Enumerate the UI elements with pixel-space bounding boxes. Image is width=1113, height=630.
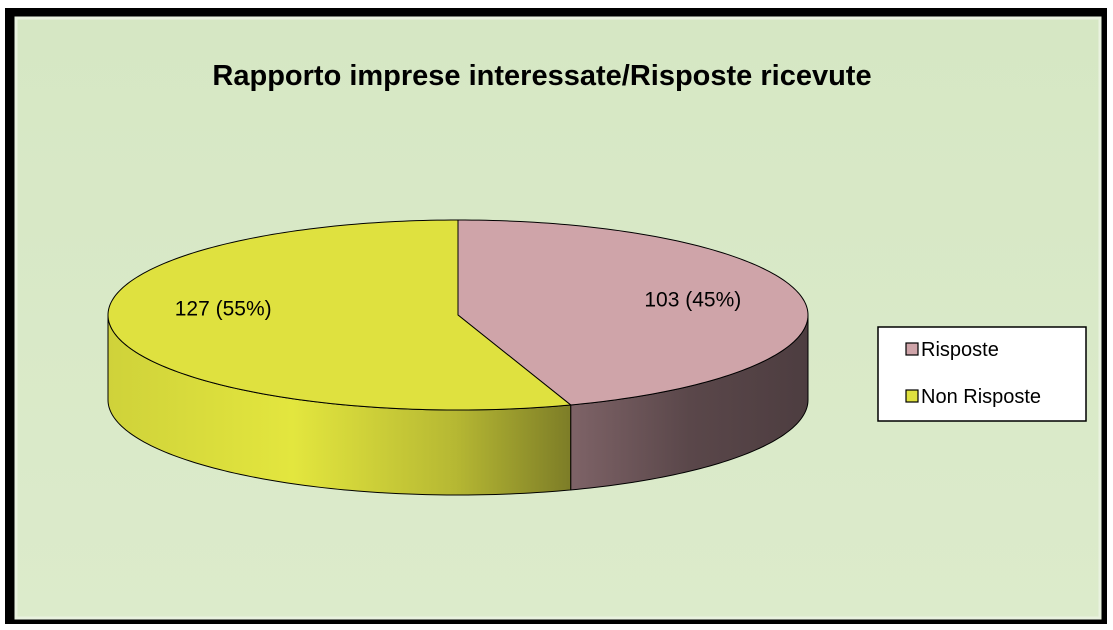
data-label: 103 (45%) [644, 288, 741, 311]
legend-swatch [905, 342, 919, 356]
pie-slice [107, 219, 572, 496]
chart-title: Rapporto imprese interessate/Risposte ri… [212, 60, 871, 92]
slice-top [457, 219, 809, 406]
pie-slice [457, 219, 809, 491]
legend-label: Non Risposte [921, 386, 1041, 408]
legend-swatch [905, 389, 919, 403]
legend: Risposte Non Risposte [877, 326, 1087, 422]
pie: 103 (45%) 127 (55%) [107, 219, 809, 496]
slice-top [107, 219, 572, 411]
data-label: 127 (55%) [175, 298, 272, 321]
legend-label: Risposte [921, 339, 999, 361]
